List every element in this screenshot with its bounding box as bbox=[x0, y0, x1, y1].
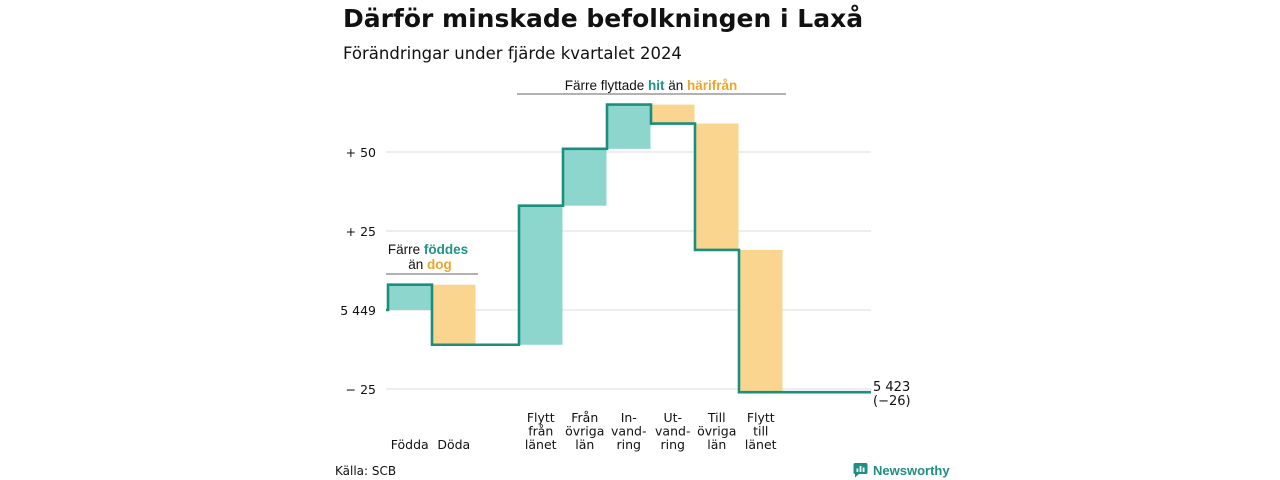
brand-name: Newsworthy bbox=[873, 462, 950, 478]
y-tick-label: − 25 bbox=[346, 382, 376, 397]
annotation-birth-line2: än dog bbox=[408, 257, 452, 272]
waterfall-bar bbox=[388, 284, 432, 310]
x-category-label: Ut- bbox=[663, 410, 682, 425]
waterfall-bar bbox=[519, 205, 563, 345]
x-category-label: länet bbox=[745, 437, 777, 452]
brand-logo: Newsworthy bbox=[853, 462, 950, 478]
x-category-label: Från bbox=[571, 410, 598, 425]
x-category-label: övriga bbox=[697, 424, 736, 439]
x-category-label: Döda bbox=[437, 437, 470, 452]
x-category-label: Flytt bbox=[527, 410, 555, 425]
x-category-label: till bbox=[753, 424, 768, 439]
chart-subtitle: Förändringar under fjärde kvartalet 2024 bbox=[343, 44, 682, 63]
waterfall-bar bbox=[563, 148, 607, 206]
annotation-migration: Färre flyttade hit än härifrån bbox=[565, 78, 738, 93]
x-category-label: Flytt bbox=[747, 410, 775, 425]
x-category-label: från bbox=[528, 424, 553, 439]
end-value-label: 5 423 bbox=[873, 380, 910, 395]
newsworthy-logo-icon bbox=[853, 463, 868, 478]
x-category-label: län bbox=[707, 437, 726, 452]
x-category-label: In- bbox=[621, 410, 637, 425]
annotation-birth-line1: Färre föddes bbox=[388, 242, 468, 257]
x-category-label: länet bbox=[525, 437, 557, 452]
waterfall-bar bbox=[432, 284, 476, 345]
waterfall-bar bbox=[607, 104, 651, 149]
chart-title: Därför minskade befolkningen i Laxå bbox=[343, 4, 864, 33]
y-tick-label: + 25 bbox=[346, 224, 376, 239]
x-category-label: län bbox=[575, 437, 594, 452]
source-note: Källa: SCB bbox=[335, 464, 397, 478]
y-tick-label: 5 449 bbox=[340, 303, 376, 318]
y-tick-label: + 50 bbox=[346, 145, 376, 160]
waterfall-bar bbox=[651, 104, 695, 124]
cumulative-line bbox=[386, 103, 871, 394]
x-category-label: Till bbox=[707, 410, 726, 425]
x-category-label: ring bbox=[617, 437, 641, 452]
x-category-label: vand- bbox=[655, 424, 690, 439]
end-change-label: (−26) bbox=[873, 394, 911, 409]
x-category-label: Födda bbox=[391, 437, 429, 452]
x-category-label: ring bbox=[661, 437, 685, 452]
waterfall-bar bbox=[695, 123, 739, 250]
waterfall-bar bbox=[739, 249, 783, 393]
x-category-label: övriga bbox=[565, 424, 604, 439]
x-category-label: vand- bbox=[611, 424, 646, 439]
